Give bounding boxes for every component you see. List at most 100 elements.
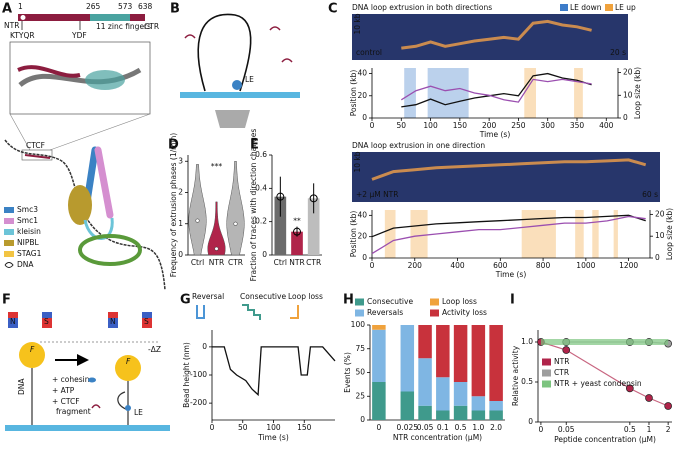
legend-swatch bbox=[4, 218, 14, 224]
bar-segment bbox=[436, 410, 450, 420]
label: -ΔZ bbox=[148, 345, 161, 354]
median bbox=[195, 218, 200, 223]
legend-label: Smc3 bbox=[17, 205, 38, 214]
ntr-domain bbox=[18, 14, 90, 21]
tick-label: 50 bbox=[355, 368, 365, 377]
bar-segment bbox=[372, 382, 386, 420]
tick-label: 10 bbox=[655, 231, 665, 240]
median bbox=[233, 221, 238, 226]
label: CTR bbox=[144, 22, 159, 31]
tick-label: 20 bbox=[357, 91, 367, 100]
event-icon bbox=[290, 305, 299, 319]
label: + ATP bbox=[52, 386, 75, 395]
residue: 638 bbox=[138, 2, 153, 11]
category-label: NTR bbox=[289, 258, 304, 267]
kymo-trace bbox=[371, 158, 647, 181]
point bbox=[664, 402, 672, 410]
violin bbox=[226, 161, 245, 256]
category-label: 0.05 bbox=[417, 423, 434, 432]
magnet-label: N bbox=[110, 317, 116, 326]
legend-label: Activity loss bbox=[442, 308, 487, 317]
stag1 bbox=[78, 234, 142, 266]
label: CTCF bbox=[26, 141, 45, 150]
legend-label: LE down bbox=[570, 3, 602, 12]
tick-label: 1 bbox=[647, 425, 652, 434]
legend-swatch bbox=[542, 380, 551, 388]
axis bbox=[211, 330, 335, 421]
surface bbox=[180, 92, 300, 98]
event-icon bbox=[196, 305, 205, 319]
axis-label: Fraction of traces with direction change… bbox=[249, 129, 258, 282]
label: + cohesin bbox=[52, 375, 90, 384]
legend-swatch bbox=[430, 309, 439, 317]
phase bbox=[404, 68, 416, 118]
surface bbox=[5, 425, 170, 431]
ctcf-box bbox=[21, 149, 53, 161]
axis-label: Relative activity bbox=[511, 345, 520, 406]
tick-label: 250 bbox=[511, 121, 526, 130]
tick-label: 0 bbox=[262, 250, 267, 259]
kymo-label: 10 kb bbox=[353, 151, 362, 172]
phase bbox=[613, 210, 618, 258]
nipbl bbox=[68, 185, 92, 225]
tick-label: 350 bbox=[570, 121, 585, 130]
axis-label: Time (s) bbox=[479, 130, 511, 139]
tick-label: 0 bbox=[528, 417, 533, 426]
panel-label: G bbox=[180, 293, 191, 308]
panel-label: H bbox=[343, 293, 354, 308]
kymograph bbox=[352, 14, 628, 60]
bar bbox=[274, 196, 287, 255]
legend-label: STAG1 bbox=[17, 249, 42, 258]
tick-label: 100 bbox=[423, 121, 438, 130]
axis-label: Time (s) bbox=[257, 433, 289, 442]
zoom-lines bbox=[9, 113, 151, 151]
legend-swatch bbox=[355, 309, 364, 317]
tick-label: 40 bbox=[357, 210, 367, 219]
kymo-label: 20 s bbox=[610, 48, 626, 57]
annotation: ** bbox=[293, 217, 301, 226]
tick-label: 200 bbox=[482, 121, 497, 130]
event-label: Consecutive bbox=[240, 292, 286, 301]
axis-label: NTR concentration (µM) bbox=[393, 433, 482, 442]
panel-b: LE bbox=[180, 13, 300, 128]
objective bbox=[215, 110, 250, 128]
legend-label: Consecutive bbox=[367, 297, 413, 306]
phase bbox=[592, 210, 599, 258]
bar-segment bbox=[471, 410, 486, 420]
smc1 bbox=[94, 146, 114, 219]
legend-label: NTR bbox=[554, 357, 569, 366]
dna bbox=[4, 139, 166, 291]
tick-label: 0.2 bbox=[255, 217, 267, 226]
line bbox=[371, 214, 646, 238]
tick-label: 1 bbox=[178, 219, 183, 228]
median bbox=[214, 246, 219, 251]
zinc-fingers bbox=[85, 70, 125, 90]
tick-label: 2 bbox=[178, 188, 183, 197]
cohesin bbox=[232, 80, 242, 90]
tick-label: 20 bbox=[623, 68, 633, 77]
tick-label: 0 bbox=[539, 425, 544, 434]
axis-label: Loop size (kb) bbox=[665, 208, 674, 260]
label: NTR bbox=[4, 21, 19, 30]
ctr-domain bbox=[130, 14, 145, 21]
residue: 573 bbox=[118, 2, 133, 11]
phase bbox=[384, 210, 396, 258]
legend-swatch bbox=[542, 369, 551, 377]
chart-title: DNA loop extrusion in both directions bbox=[352, 3, 492, 12]
pointer bbox=[21, 21, 81, 30]
force-label: F bbox=[30, 345, 35, 354]
point bbox=[645, 394, 653, 402]
tick-label: 0 bbox=[623, 113, 628, 122]
tick-label: 400 bbox=[599, 121, 614, 130]
axis-label: Bead height (nm) bbox=[182, 342, 191, 408]
bar-segment bbox=[489, 325, 503, 401]
tick-label: 20 bbox=[655, 209, 665, 218]
tick-label: 3 bbox=[178, 156, 183, 165]
tick-label: 600 bbox=[493, 261, 508, 270]
marker bbox=[309, 194, 318, 203]
category-label: 0 bbox=[376, 423, 381, 432]
bar-segment bbox=[372, 325, 386, 330]
legend-label: LE up bbox=[615, 3, 636, 12]
tick-label: 0.4 bbox=[255, 183, 267, 192]
